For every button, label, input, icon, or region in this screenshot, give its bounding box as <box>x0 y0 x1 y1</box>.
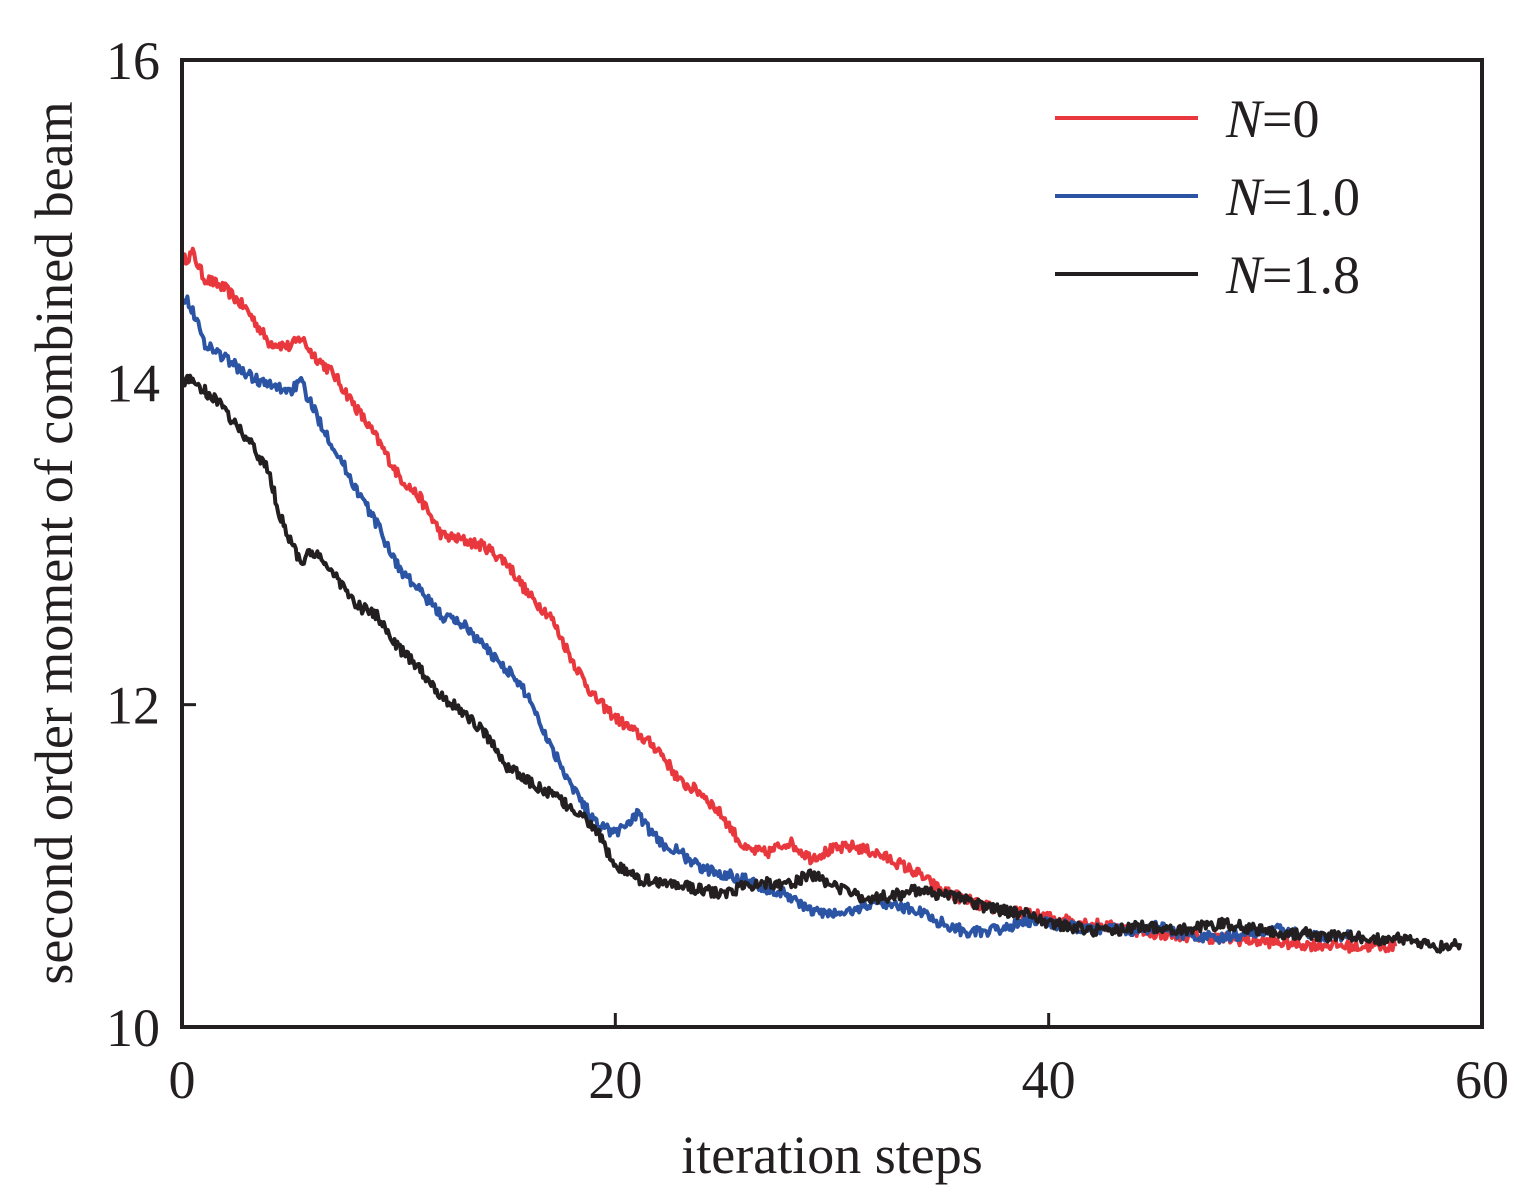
series-line-1 <box>180 246 1398 954</box>
plot-frame <box>180 58 1484 1029</box>
plot-lines <box>180 246 1463 954</box>
series-line-2 <box>180 294 1354 945</box>
y-tick-label: 14 <box>106 353 160 413</box>
legend-label: N=1.0 <box>1225 167 1360 227</box>
x-axis-title: iteration steps <box>681 1125 982 1185</box>
legend: N=0 N=1.0 N=1.8 <box>1055 89 1360 305</box>
x-tick-label: 60 <box>1455 1050 1509 1110</box>
x-tick-label: 40 <box>1022 1050 1076 1110</box>
legend-label: N=0 <box>1225 89 1320 149</box>
tick-labels: 0 20 40 60 10 12 14 16 <box>106 31 1509 1110</box>
y-tick-label: 10 <box>106 998 160 1058</box>
series-line-3 <box>180 373 1463 954</box>
x-tick-label: 0 <box>169 1050 196 1110</box>
x-tick-label: 20 <box>588 1050 642 1110</box>
axis-ticks <box>180 58 1484 1029</box>
y-axis-title: second order moment of combined beam <box>24 101 84 984</box>
y-tick-label: 12 <box>106 676 160 736</box>
legend-label: N=1.8 <box>1225 245 1360 305</box>
y-tick-label: 16 <box>106 31 160 91</box>
